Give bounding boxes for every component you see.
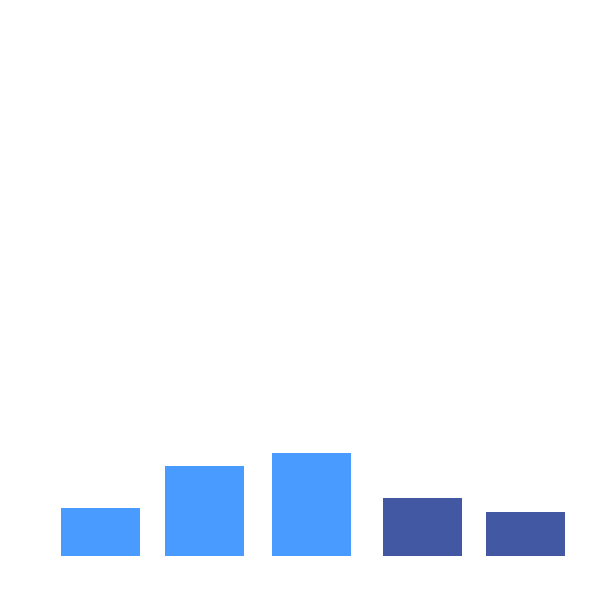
bar-1 <box>61 508 140 556</box>
bar-3 <box>272 453 351 556</box>
bar-4 <box>383 498 462 556</box>
bar-group <box>61 453 565 556</box>
bar-2 <box>165 466 244 556</box>
bar-5 <box>486 512 565 556</box>
